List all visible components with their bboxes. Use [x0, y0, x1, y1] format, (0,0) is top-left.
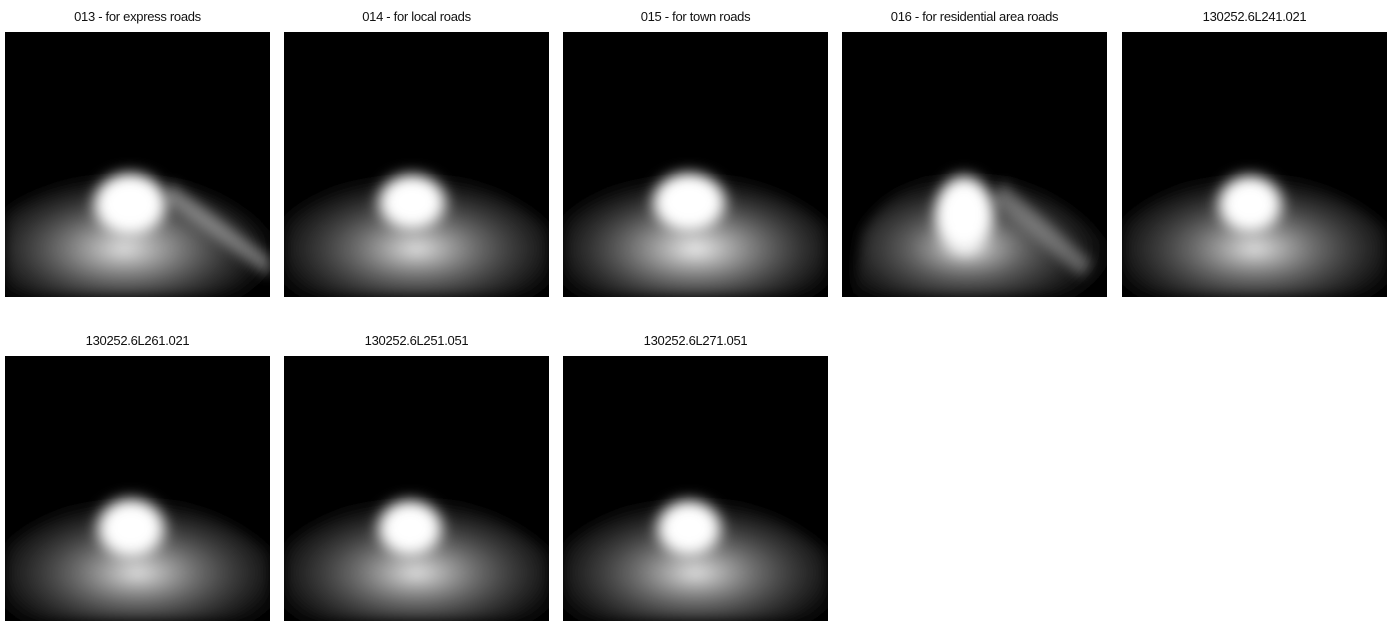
gallery-tile-7[interactable]: 130252.6L251.051 — [284, 326, 549, 621]
light-distribution-image — [563, 356, 828, 621]
gallery-tile-4[interactable]: 016 - for residential area roads — [842, 2, 1107, 297]
gallery-tile-2[interactable]: 014 - for local roads — [284, 2, 549, 297]
light-distribution-image — [1122, 32, 1387, 297]
light-distribution-image — [5, 32, 270, 297]
light-cone-graphic — [5, 32, 270, 297]
gallery-tile-1[interactable]: 013 - for express roads — [5, 2, 270, 297]
tile-title: 013 - for express roads — [74, 9, 201, 24]
tile-title: 015 - for town roads — [640, 9, 751, 24]
gallery-tile-5[interactable]: 130252.6L241.021 — [1122, 2, 1387, 297]
tile-title: 014 - for local roads — [362, 9, 471, 24]
gallery-tile-3[interactable]: 015 - for town roads — [563, 2, 828, 297]
light-cone-graphic — [1122, 32, 1387, 297]
light-cone-graphic — [284, 32, 549, 297]
light-cone-graphic — [563, 32, 828, 297]
light-cone-graphic — [842, 32, 1107, 297]
light-distribution-image — [842, 32, 1107, 297]
light-distribution-image — [563, 32, 828, 297]
gallery-tile-8[interactable]: 130252.6L271.051 — [563, 326, 828, 621]
tile-title: 016 - for residential area roads — [890, 9, 1059, 24]
tile-title: 130252.6L241.021 — [1202, 9, 1307, 24]
light-distribution-image — [284, 356, 549, 621]
light-cone-graphic — [284, 356, 549, 621]
tile-title: 130252.6L261.021 — [85, 333, 190, 348]
light-cone-graphic — [563, 356, 828, 621]
light-distribution-image — [5, 356, 270, 621]
tile-title: 130252.6L251.051 — [364, 333, 469, 348]
light-cone-graphic — [5, 356, 270, 621]
tile-title: 130252.6L271.051 — [643, 333, 748, 348]
gallery-tile-6[interactable]: 130252.6L261.021 — [5, 326, 270, 621]
light-distribution-image — [284, 32, 549, 297]
